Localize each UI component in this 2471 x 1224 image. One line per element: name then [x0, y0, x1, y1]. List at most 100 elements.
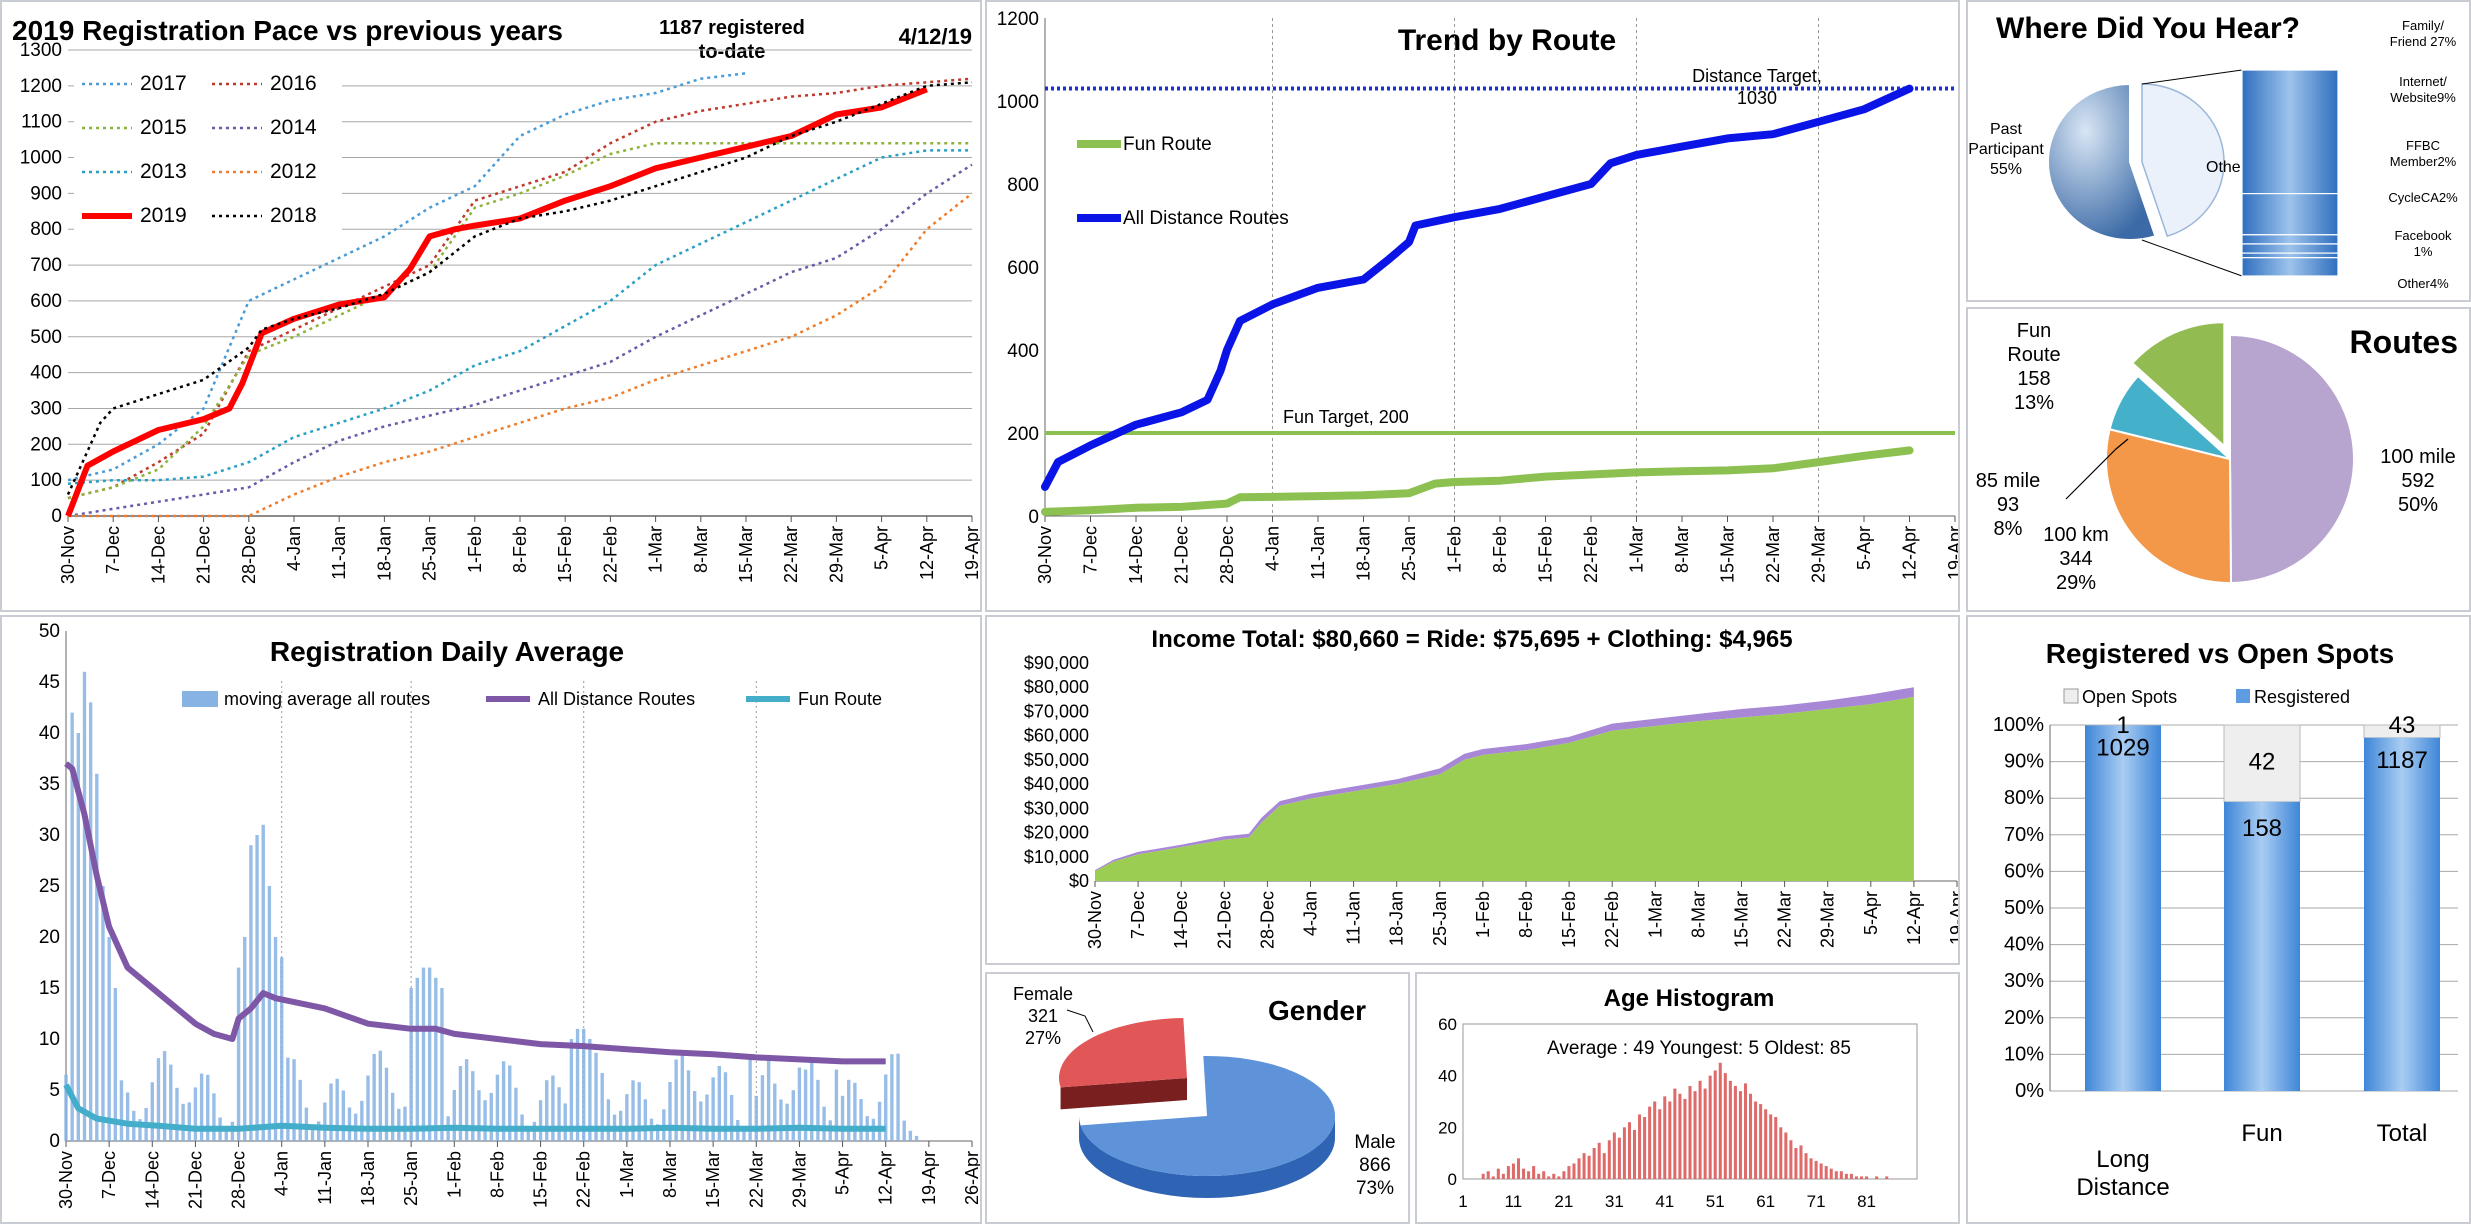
age-bar	[1527, 1171, 1531, 1179]
income-xtick-line: 12-Apr	[1904, 891, 1924, 945]
daily-ytick: 40	[39, 723, 60, 744]
daily-bar	[384, 1067, 389, 1141]
regopen-registered-label: 1187	[2376, 747, 2428, 774]
pace-xtick-line: 30-Nov	[58, 526, 78, 584]
daily-xtick: 30-Nov	[56, 1151, 76, 1209]
hear-breakdown-bar	[2241, 243, 2339, 254]
trend-xtick: 30-Nov	[1035, 526, 1055, 584]
income-xtick-line: 18-Jan	[1387, 891, 1407, 946]
daily-bar	[600, 1073, 604, 1141]
age-bar	[1567, 1166, 1571, 1179]
regopen-ytick: 100%	[1993, 714, 2044, 736]
regopen-ytick: 30%	[2004, 970, 2044, 992]
daily-bar	[415, 977, 420, 1141]
age-ytick-line: 60	[1438, 1015, 1457, 1034]
age-bar	[1819, 1163, 1823, 1179]
daily-bar	[625, 1094, 629, 1141]
daily-bar	[366, 1075, 370, 1141]
income-ytick: $90,000	[1024, 653, 1089, 673]
age-bar	[1859, 1176, 1864, 1179]
gender-title-line: Gender	[1268, 995, 1366, 1026]
pace-xtick: 30-Nov	[58, 526, 78, 584]
regopen-open-label-line: 43	[2389, 712, 2416, 739]
daily-ytick-line: 40	[39, 723, 60, 744]
daily-xtick: 1-Mar	[617, 1151, 637, 1198]
age-stats: Average : 49 Youngest: 5 Oldest: 85	[1547, 1038, 1851, 1059]
age-bar	[1794, 1148, 1798, 1179]
income-ytick: $10,000	[1024, 847, 1089, 867]
daily-bar	[88, 702, 93, 1141]
age-xtick-line: 61	[1756, 1192, 1775, 1211]
routes-slice-label-line: 50%	[2398, 494, 2438, 516]
trend-xtick: 22-Feb	[1581, 526, 1601, 583]
regopen-chart: Registered vs Open Spots Open Spots Resgis…	[1993, 638, 2458, 1201]
age-bar	[1839, 1171, 1843, 1179]
daily-xtick: 8-Feb	[487, 1151, 507, 1198]
pace-legend-label-line: 2017	[140, 72, 187, 95]
routes-panel: Routes 100 mile 592 50% 100 km 344 29% 85 mile 9…	[1966, 307, 2471, 612]
pace-legend-label-line: 2016	[270, 72, 317, 95]
age-bar	[1769, 1114, 1773, 1179]
age-bar	[1582, 1153, 1586, 1179]
regopen-category: Total	[2377, 1120, 2428, 1147]
age-xtick-line: 81	[1857, 1192, 1876, 1211]
daily-xtick: 28-Dec	[229, 1151, 249, 1209]
age-bar	[1653, 1101, 1657, 1179]
trend-xtick: 21-Dec	[1172, 526, 1192, 584]
gender-slice-label-line: Male	[1354, 1132, 1395, 1153]
daily-bar	[421, 967, 426, 1141]
gender-slice-label-line: Female	[1013, 984, 1073, 1004]
daily-bar	[896, 1053, 900, 1141]
hear-breakdown-label-line: Internet/	[2399, 74, 2447, 89]
hear-slice-other	[2141, 83, 2225, 238]
pace-legend-label-line: 2018	[270, 204, 317, 227]
pace-xtick: 5-Apr	[872, 526, 892, 570]
daily-xtick-line: 7-Dec	[99, 1151, 119, 1199]
daily-bar	[329, 1083, 333, 1141]
daily-xtick-line: 15-Mar	[703, 1151, 723, 1208]
daily-xtick: 4-Jan	[272, 1151, 292, 1196]
trend-ytick-line: 400	[1007, 341, 1039, 362]
age-bar	[1759, 1104, 1763, 1179]
pace-title-line: 2019 Registration Pace vs previous years	[12, 15, 563, 46]
pace-xtick: 15-Mar	[736, 526, 756, 583]
trend-ytick-line: 1000	[997, 92, 1039, 113]
age-bar	[1885, 1176, 1889, 1179]
income-xtick-line: 15-Feb	[1559, 891, 1579, 948]
daily-bar	[156, 1058, 161, 1141]
regopen-category-line: Total	[2377, 1120, 2428, 1147]
trend-xtick-line: 1-Mar	[1627, 526, 1647, 573]
age-bar	[1814, 1160, 1818, 1179]
daily-bar	[267, 886, 272, 1141]
age-bar	[1592, 1148, 1596, 1179]
age-bar	[1743, 1083, 1748, 1179]
daily-bar	[637, 1082, 641, 1141]
hear-breakdown-label: Facebook 1%	[2394, 228, 2452, 259]
hear-slice-label-line: Participant	[1968, 141, 2044, 158]
daily-bar	[378, 1050, 383, 1141]
hear-breakdown-bar	[2241, 252, 2339, 259]
daily-bar	[680, 1055, 685, 1141]
daily-xtick: 7-Dec	[99, 1151, 119, 1199]
age-bar	[1532, 1166, 1536, 1179]
pace-xtick: 7-Dec	[103, 526, 123, 574]
daily-bar	[125, 1092, 130, 1141]
daily-xtick-line: 28-Dec	[229, 1151, 249, 1209]
daily-bar	[847, 1079, 851, 1141]
daily-ytick: 20	[39, 927, 60, 948]
hear-breakdown-label: Family/Friend 27%	[2390, 18, 2457, 49]
age-xtick: 71	[1807, 1192, 1826, 1211]
gender-leader	[1066, 1009, 1094, 1033]
regopen-ytick: 70%	[2004, 824, 2044, 846]
regopen-registered-label-line: 158	[2242, 815, 2282, 842]
daily-xtick-line: 5-Apr	[833, 1151, 853, 1195]
daily-bar	[347, 1107, 352, 1141]
daily-xtick: 11-Jan	[315, 1151, 335, 1205]
daily-xtick-line: 8-Feb	[487, 1151, 507, 1198]
regopen-open-label: 43	[2389, 712, 2416, 739]
daily-ytick-line: 30	[39, 825, 60, 846]
regopen-open-label: 42	[2249, 749, 2276, 776]
pace-xtick-line: 4-Jan	[284, 526, 304, 571]
trend-xtick-line: 12-Apr	[1900, 526, 1920, 580]
